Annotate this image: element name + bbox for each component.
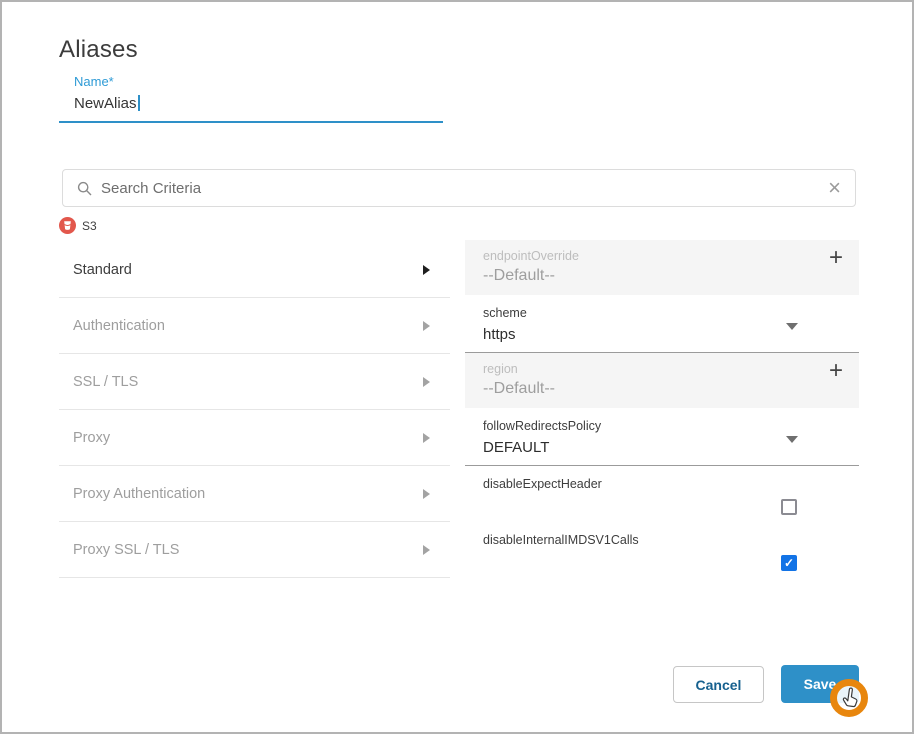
category-row-proxy-ssl-tls[interactable]: Proxy SSL / TLS (59, 522, 450, 578)
checkbox-disableinternalimdsv1calls[interactable]: ✓ (781, 555, 797, 571)
text-caret (137, 95, 140, 111)
add-value-icon[interactable]: + (828, 357, 843, 384)
category-row-authentication[interactable]: Authentication (59, 298, 450, 354)
field-endpointoverride: endpointOverride --Default-- + (465, 240, 859, 295)
category-label: Authentication (73, 317, 165, 334)
category-label: Proxy (73, 429, 111, 446)
criteria-category-list: Standard Authentication SSL / TLS Proxy Prox… (59, 242, 450, 578)
category-row-ssl-tls[interactable]: SSL / TLS (59, 354, 450, 410)
category-row-proxy-authentication[interactable]: Proxy Authentication (59, 466, 450, 522)
checkbox-disableexpectheader[interactable] (781, 499, 797, 515)
field-value[interactable]: --Default-- (483, 380, 556, 397)
checkbox-row-disableexpectheader: disableExpectHeader (465, 466, 859, 522)
cancel-button[interactable]: Cancel (673, 666, 764, 703)
expand-arrow-icon (423, 432, 430, 443)
name-input-value[interactable]: NewAlias (74, 95, 137, 112)
checkbox-row-disableinternalimdsv1calls: disableInternalIMDSV1Calls ✓ (465, 522, 859, 578)
field-label: region (483, 362, 518, 376)
field-label: followRedirectsPolicy (483, 419, 602, 433)
criteria-fields-panel: endpointOverride --Default-- + scheme https r… (465, 240, 859, 578)
category-label: SSL / TLS (73, 373, 139, 390)
select-followredirectspolicy[interactable]: followRedirectsPolicy DEFAULT (465, 409, 859, 466)
selected-value: DEFAULT (483, 439, 550, 456)
dropdown-caret-icon (786, 323, 798, 330)
name-field[interactable]: Name* NewAlias (59, 74, 443, 123)
select-scheme[interactable]: scheme https (465, 296, 859, 353)
expand-arrow-icon (423, 264, 430, 275)
page-title: Aliases (59, 36, 138, 63)
clear-search-icon[interactable]: × (828, 175, 841, 200)
search-placeholder: Search Criteria (101, 179, 202, 197)
expand-arrow-icon (423, 544, 430, 555)
search-input[interactable]: Search Criteria × (62, 169, 856, 207)
selected-value: https (483, 326, 516, 343)
expand-arrow-icon (423, 488, 430, 499)
dropdown-caret-icon (786, 436, 798, 443)
field-value[interactable]: --Default-- (483, 267, 556, 284)
group-label: S3 (82, 218, 97, 233)
name-label: Name* (74, 74, 114, 89)
category-label: Standard (73, 261, 132, 278)
field-label: disableInternalIMDSV1Calls (483, 533, 639, 547)
add-value-icon[interactable]: + (828, 244, 843, 271)
field-region: region --Default-- + (465, 353, 859, 408)
category-label: Proxy Authentication (73, 485, 206, 502)
category-row-proxy[interactable]: Proxy (59, 410, 450, 466)
field-label: disableExpectHeader (483, 477, 602, 491)
search-icon (77, 181, 92, 195)
field-label: endpointOverride (483, 249, 579, 263)
category-label: Proxy SSL / TLS (73, 541, 180, 558)
group-header: S3 (59, 217, 97, 234)
expand-arrow-icon (423, 376, 430, 387)
save-button[interactable]: Save (781, 665, 859, 703)
category-row-standard[interactable]: Standard (59, 242, 450, 298)
s3-bucket-icon (59, 217, 76, 234)
expand-arrow-icon (423, 320, 430, 331)
field-label: scheme (483, 306, 527, 320)
